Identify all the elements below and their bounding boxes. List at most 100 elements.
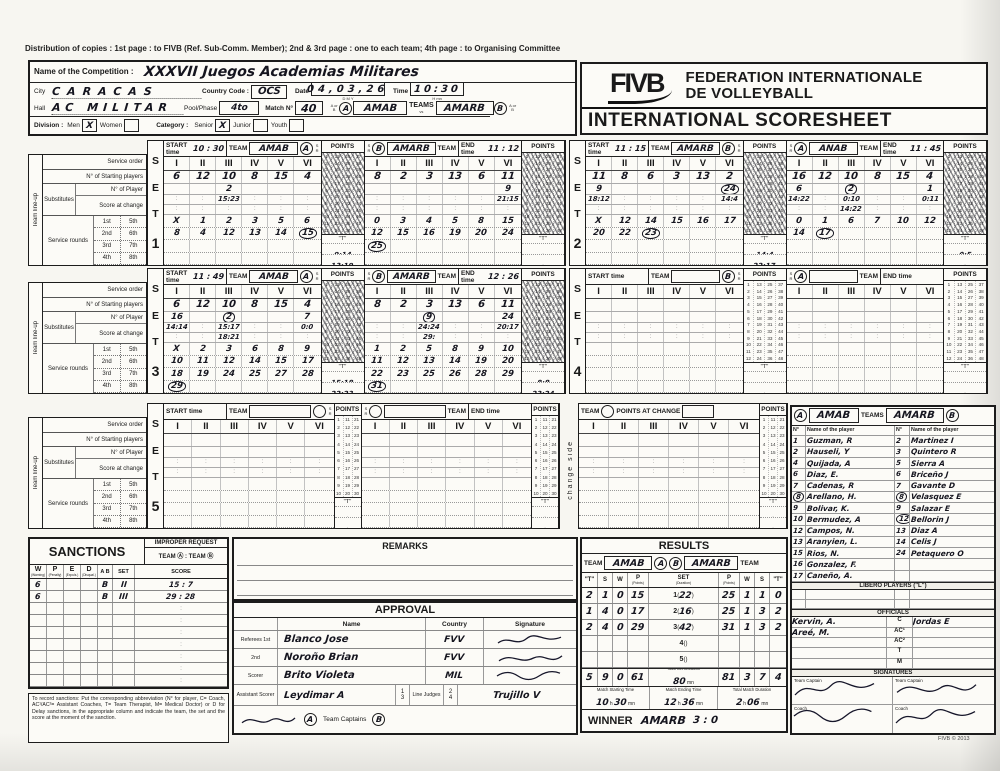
approval-name: Brito Violeta [278, 667, 426, 684]
roster-cell: Rios, N. [806, 548, 895, 559]
sanction-cell: 6 [30, 579, 47, 591]
cell [638, 299, 665, 311]
cell [242, 240, 269, 252]
competition-value: XXXVII Juegos Academias Militares [142, 63, 420, 80]
service-round-row-4 [164, 515, 334, 528]
cell: : [612, 195, 639, 204]
set-duration-cell: 2 ( 16 ) [649, 604, 719, 619]
point-number: 30 [967, 187, 973, 193]
division-label: Division : [34, 122, 64, 130]
total-cell: 0 [613, 669, 628, 686]
match-time-value: 12 h 36 mn [664, 692, 703, 710]
cell: 15 [391, 227, 417, 239]
points-number-grid: 1 2 3 4 5 6 7 8 9 10 11 12 13 14 15 16 17 18 19 20 21 22 23 24 2… [522, 281, 564, 362]
cell: : [891, 323, 917, 332]
dotted-placeholder: : [507, 333, 509, 341]
handwritten-value: 12 [195, 299, 211, 310]
cell [443, 240, 469, 252]
cell [390, 490, 418, 502]
handwritten-value: 13 [695, 171, 711, 182]
roster-row: 1 Guzman, R 2 Martinez I [792, 435, 994, 447]
round-ordinal: 8th [129, 255, 138, 262]
point-number: 38 [778, 288, 784, 294]
cell: 16 [164, 312, 191, 322]
signatures-grid: Team Captain Team Captain Coach Coach [792, 676, 994, 733]
point-number: 45 [978, 207, 984, 213]
sanction-cell [113, 651, 135, 663]
cell: : [699, 468, 729, 477]
roster-column-header: Name of the player [806, 425, 895, 435]
handwritten-value: 19 [448, 228, 462, 238]
timeout-score: 23:24 [522, 382, 564, 393]
cell: 18:21 [216, 333, 243, 342]
cell: 19 [469, 355, 495, 367]
set-letter: T [152, 208, 159, 221]
point-number: 37 [556, 282, 562, 287]
pac-header: TEAM POINTS AT CHANGE [579, 404, 759, 420]
cell [475, 503, 503, 515]
point-number: 23 [756, 221, 762, 227]
point-number: 1 [534, 417, 538, 422]
set3-right-grid: S R B AMARB TEAM END time 12 : 26 I II III IV V VI 8 2… [364, 269, 521, 393]
handwritten-value: 80 [672, 677, 687, 686]
handwritten-value: 6 [34, 580, 42, 590]
cell [469, 240, 495, 252]
point-number: 12 [524, 355, 530, 361]
cell: 25 [365, 240, 391, 252]
cell: : [192, 468, 221, 477]
handwritten-value: 15 [273, 171, 289, 182]
cell [503, 434, 531, 446]
point-number: 36 [345, 355, 351, 361]
point-number: 46 [778, 214, 784, 220]
cell: 7 [294, 312, 320, 322]
point-number: 17 [334, 180, 340, 186]
handwritten-value: 26 [448, 368, 462, 379]
point-number: 11 [745, 349, 751, 355]
cell [390, 434, 418, 446]
point-number: 33 [345, 207, 351, 213]
point-number: 24 [756, 227, 762, 233]
dotted-placeholder: : [180, 665, 182, 672]
handwritten-value: 3 [743, 672, 751, 683]
cell [249, 447, 277, 457]
cell [446, 503, 475, 515]
cell: 8 [242, 299, 269, 311]
service-order-cell: VI [512, 420, 522, 432]
country-code-label: Country Code : [202, 88, 249, 95]
service-order-cell: II [390, 420, 418, 433]
team-label: TEAM [859, 273, 878, 280]
cell: P [726, 575, 731, 581]
handwritten-value: 20 [592, 228, 605, 238]
approval-row: 2nd Noroño Brian FVV [234, 649, 576, 667]
set-number: 3 [673, 624, 678, 631]
points-column: POINTS 1 2 3 4 5 6 7 8 9 10 11 12 13 14 15 16 17 18 19 20 21 2… [521, 141, 565, 265]
roster-cell: Celis J [910, 537, 994, 547]
cell: 15 [294, 228, 320, 240]
handwritten-value: 0 [616, 672, 624, 683]
point-number: 4 [337, 441, 340, 447]
cell: 15:17 [216, 323, 243, 332]
cell: 2 [716, 171, 742, 183]
results-cell: 1 [740, 604, 755, 619]
cell: 20 [469, 227, 495, 239]
cell [669, 515, 699, 527]
team-letter-circle: B [669, 556, 683, 570]
cell [690, 184, 717, 194]
handwritten-value: 29 : 28 [166, 592, 196, 602]
approval-col-blank [234, 618, 278, 630]
point-number: 36 [767, 227, 773, 233]
cell: : [164, 468, 193, 477]
point-number: 10 [946, 214, 952, 220]
cell [249, 490, 277, 502]
dotted-placeholder: : [728, 323, 731, 331]
team-label: TEAM [229, 145, 248, 152]
handwritten-value: 29: [422, 333, 436, 342]
total-cell: 3 [740, 669, 755, 686]
cell: : [638, 333, 665, 342]
cell: W [744, 577, 750, 583]
points-subcolumn: 1 2 3 4 5 6 7 8 9 10 [532, 416, 541, 497]
sanction-cell [81, 663, 98, 674]
cell: 8 [469, 215, 495, 227]
handwritten-value: FVV [444, 652, 465, 663]
